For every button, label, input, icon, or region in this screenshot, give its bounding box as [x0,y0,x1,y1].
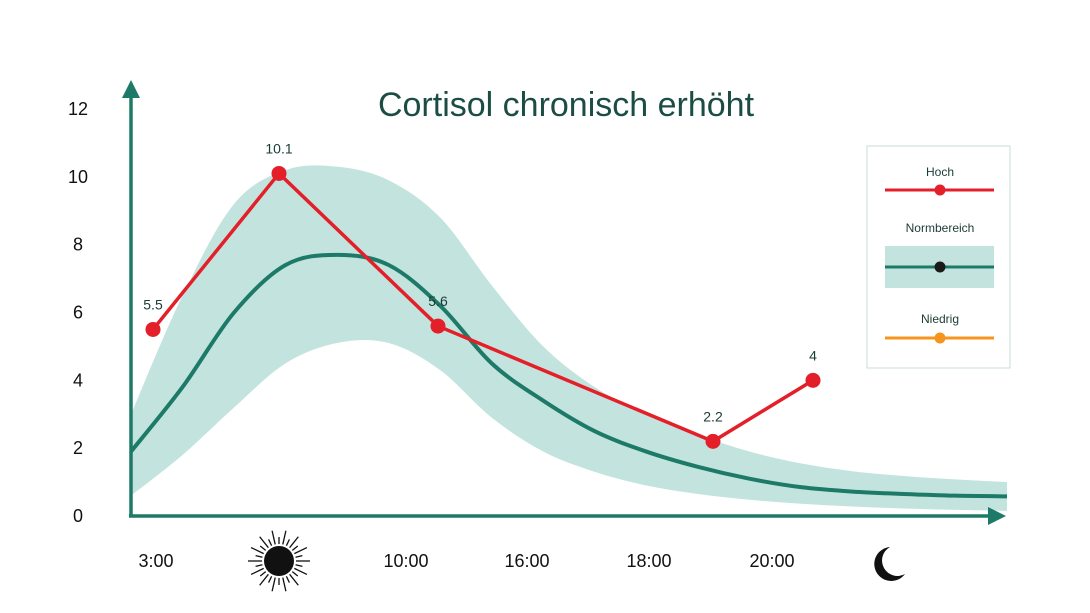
x-tick-label: 3:00 [138,551,173,571]
data-point [430,318,446,334]
normbereich-band [131,165,1007,511]
data-label: 5.6 [428,293,448,309]
x-tick-labels: 3:00 10:00 16:00 18:00 20:00 [138,530,905,592]
y-tick-label: 6 [73,303,83,323]
y-tick-label: 8 [73,235,83,255]
x-tick-label: 10:00 [383,551,428,571]
legend-marker [934,184,946,196]
legend: Hoch Normbereich Niedrig [866,145,1011,369]
legend-item-normbereich: Normbereich [885,221,994,288]
y-tick-label: 10 [68,167,88,187]
data-point [271,165,287,181]
legend-marker [934,261,946,273]
data-label: 2.2 [703,408,723,424]
x-tick-label: 20:00 [749,551,794,571]
normbereich-line [129,252,1008,499]
moon-icon [874,547,905,581]
data-point [805,372,821,388]
normbereich-layer [129,165,1008,511]
x-tick-label: 18:00 [626,551,671,571]
data-label: 10.1 [265,140,292,156]
y-tick-labels: 0 2 4 6 8 10 12 [68,99,88,526]
legend-item-hoch: Hoch [885,165,994,196]
data-label: 4 [809,347,817,363]
axes [122,80,1006,525]
y-tick-label: 12 [68,99,88,119]
legend-label: Normbereich [906,221,975,235]
y-tick-label: 0 [73,506,83,526]
y-axis-arrow [122,80,140,98]
x-axis-arrow [988,507,1006,525]
y-tick-label: 4 [73,370,83,390]
data-label: 5.5 [143,296,163,312]
sun-icon [248,530,310,592]
series-hoch: 5.5 10.1 5.6 2.2 4 [143,140,821,449]
y-tick-label: 2 [73,438,83,458]
data-point [705,433,721,449]
chart-title: Cortisol chronisch erhöht [378,86,755,124]
legend-label: Hoch [926,165,954,179]
legend-marker [934,332,946,344]
data-point [145,321,161,337]
legend-label: Niedrig [921,312,959,326]
x-tick-label: 16:00 [504,551,549,571]
legend-item-niedrig: Niedrig [885,312,994,344]
